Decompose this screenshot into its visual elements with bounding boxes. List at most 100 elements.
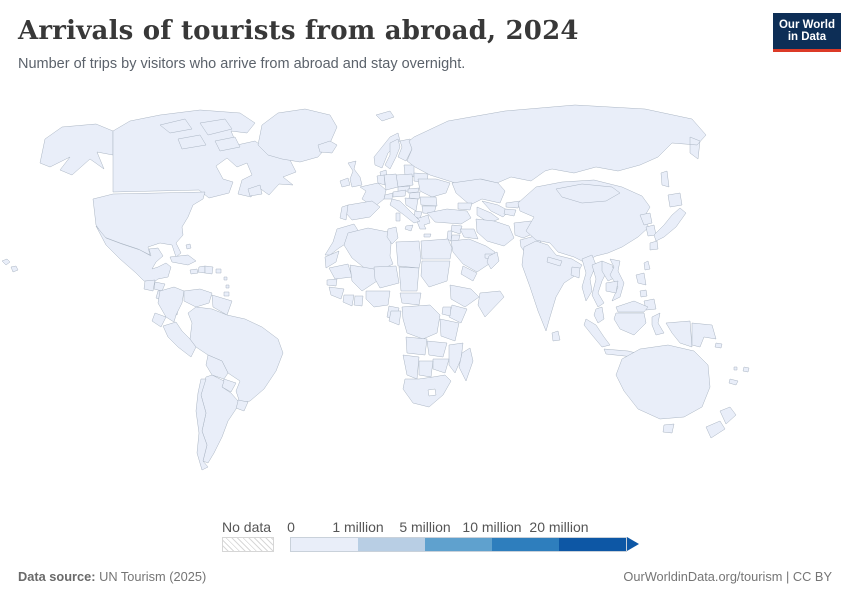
country-cuba[interactable] — [169, 254, 197, 266]
no-data-swatch[interactable] — [222, 537, 274, 552]
country-romania[interactable] — [419, 196, 438, 207]
country-tanzania[interactable] — [439, 318, 460, 342]
country-fiji[interactable] — [742, 366, 750, 373]
country-western-sahara[interactable] — [324, 250, 340, 269]
country-ecuador[interactable] — [151, 312, 167, 328]
country-iran[interactable] — [475, 218, 515, 247]
country-egypt[interactable] — [420, 238, 453, 260]
country-mozambique[interactable] — [448, 342, 464, 374]
country-zimbabwe[interactable] — [432, 358, 450, 374]
country-venezuela[interactable] — [183, 288, 213, 308]
country-cambodia[interactable] — [605, 280, 619, 294]
country-iceland[interactable] — [317, 140, 338, 154]
country-dominican-republic[interactable] — [204, 265, 214, 275]
legend-bin-5-10m[interactable] — [425, 538, 492, 551]
country-haiti[interactable] — [197, 265, 206, 274]
country-ethiopia[interactable] — [449, 284, 480, 308]
country-namibia[interactable] — [402, 354, 420, 380]
legend-bin-20m-plus[interactable] — [559, 538, 626, 551]
country-iraq[interactable] — [459, 228, 479, 240]
country-libya[interactable] — [395, 240, 422, 269]
country-new-caledonia[interactable] — [728, 378, 739, 386]
country-sweden[interactable] — [384, 138, 401, 170]
country-madagascar[interactable] — [458, 347, 474, 382]
country-jamaica[interactable] — [189, 268, 199, 275]
country-guinea-region[interactable] — [328, 286, 345, 300]
country-canada[interactable] — [112, 109, 297, 199]
country-mongolia[interactable] — [555, 183, 621, 204]
country-new-zealand[interactable] — [705, 406, 737, 439]
country-senegal[interactable] — [326, 278, 338, 287]
country-uganda[interactable] — [441, 306, 452, 317]
country-angola[interactable] — [405, 336, 428, 356]
country-nepal[interactable] — [546, 256, 563, 267]
country-ghana[interactable] — [353, 295, 364, 307]
country-honduras[interactable] — [153, 281, 166, 292]
country-germany[interactable] — [383, 173, 399, 191]
country-malaysia[interactable] — [593, 300, 649, 324]
country-trinidad[interactable] — [223, 291, 230, 297]
country-bahamas[interactable] — [185, 243, 192, 250]
legend-bin-1-5m[interactable] — [358, 538, 425, 551]
country-portugal[interactable] — [339, 204, 349, 221]
country-caucasus[interactable] — [457, 202, 473, 211]
country-taiwan[interactable] — [643, 260, 651, 271]
country-somalia[interactable] — [477, 290, 505, 318]
country-car[interactable] — [399, 292, 422, 306]
country-australia[interactable] — [615, 344, 711, 434]
country-nigeria[interactable] — [365, 290, 391, 308]
country-dr-congo[interactable] — [401, 304, 441, 340]
country-chad[interactable] — [398, 266, 420, 292]
country-tunisia[interactable] — [386, 226, 399, 245]
country-spain[interactable] — [345, 200, 381, 221]
country-vanuatu[interactable] — [733, 366, 738, 371]
country-chile[interactable] — [195, 378, 209, 471]
country-sri-lanka[interactable] — [551, 330, 561, 342]
country-usa-alaska[interactable] — [39, 123, 114, 176]
country-kenya[interactable] — [448, 304, 468, 324]
country-north-korea[interactable] — [639, 212, 653, 226]
country-algeria[interactable] — [343, 227, 394, 275]
legend-bin-0-1m[interactable] — [291, 538, 358, 551]
country-yemen[interactable] — [460, 265, 478, 282]
country-bangladesh[interactable] — [570, 266, 581, 279]
country-ireland[interactable] — [339, 177, 351, 188]
country-italy[interactable] — [389, 198, 421, 232]
country-japan[interactable] — [649, 192, 687, 251]
country-usa-hawaii[interactable] — [1, 258, 19, 273]
country-usa[interactable] — [92, 191, 206, 258]
country-guatemala[interactable] — [143, 279, 156, 292]
country-austria[interactable] — [392, 189, 407, 198]
country-gabon-congo[interactable] — [388, 310, 402, 326]
country-finland[interactable] — [397, 138, 413, 162]
country-colombia[interactable] — [157, 286, 185, 323]
country-benelux[interactable] — [376, 174, 386, 186]
country-oman[interactable] — [486, 251, 500, 270]
country-india[interactable] — [521, 240, 583, 332]
country-canada-arctic[interactable] — [159, 118, 263, 197]
country-south-africa[interactable] — [402, 374, 452, 408]
country-syria[interactable] — [450, 224, 463, 235]
country-hungary[interactable] — [408, 191, 421, 200]
country-sudan[interactable] — [420, 260, 451, 288]
country-philippines[interactable] — [635, 272, 657, 311]
country-svalbard[interactable] — [375, 110, 395, 122]
country-mali[interactable] — [349, 264, 378, 292]
country-greenland[interactable] — [257, 108, 338, 163]
country-ukraine[interactable] — [417, 178, 451, 198]
credit-link[interactable]: OurWorldinData.org/tourism | CC BY — [623, 569, 832, 584]
country-russia[interactable] — [406, 104, 707, 188]
country-poland[interactable] — [395, 173, 414, 188]
country-ivory-coast[interactable] — [342, 294, 355, 307]
country-solomon-islands[interactable] — [714, 342, 723, 349]
country-kazakhstan[interactable] — [451, 178, 506, 206]
country-morocco[interactable] — [324, 223, 360, 256]
country-lesser-antilles[interactable] — [223, 276, 230, 289]
country-greece[interactable] — [415, 214, 432, 238]
country-zambia[interactable] — [426, 340, 448, 358]
legend-bin-10-20m[interactable] — [492, 538, 559, 551]
country-botswana[interactable] — [418, 360, 434, 378]
country-uk[interactable] — [347, 160, 363, 188]
country-mauritania[interactable] — [328, 263, 353, 280]
country-turkey[interactable] — [426, 208, 472, 225]
